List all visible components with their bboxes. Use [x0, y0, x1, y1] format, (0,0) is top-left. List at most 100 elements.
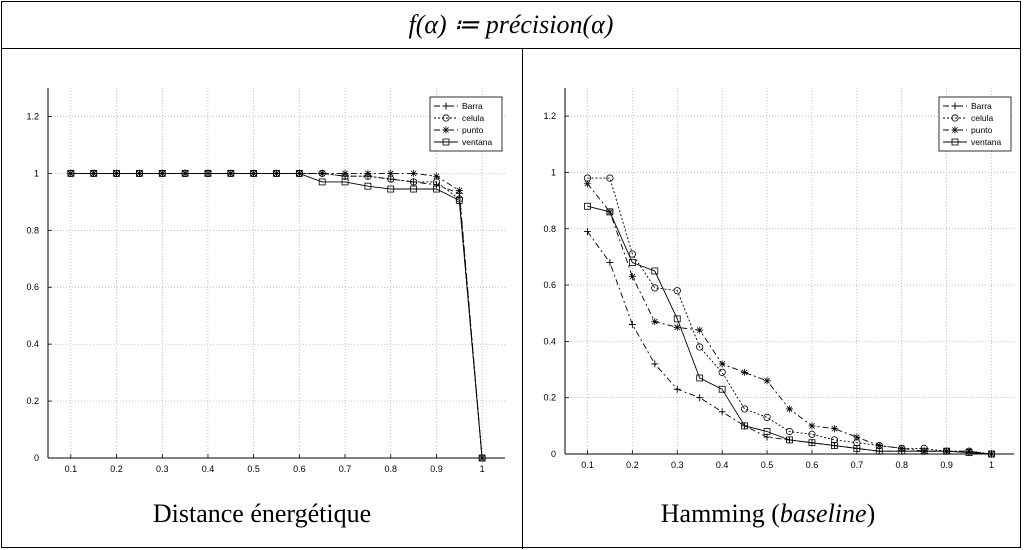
y-tick-label: 0	[34, 453, 39, 463]
y-tick-label: 1	[34, 168, 39, 178]
legend-label-celula: celula	[971, 113, 993, 123]
data-point-punto	[875, 442, 883, 450]
data-point-punto	[830, 425, 838, 433]
series-line-barra	[70, 172, 483, 459]
data-point-ventana	[341, 178, 349, 186]
data-point-ventana	[433, 185, 440, 193]
data-point-punto	[455, 186, 463, 194]
data-point-punto	[763, 377, 771, 385]
legend-marker-punto	[442, 126, 450, 134]
caption-left-text: Distance énergétique	[152, 499, 372, 528]
x-tick-label: 1	[989, 460, 994, 470]
data-point-ventana	[181, 169, 189, 177]
data-point-barra	[696, 394, 704, 402]
data-point-ventana	[696, 374, 704, 382]
data-point-barra	[718, 408, 726, 416]
y-tick-label: 1.2	[543, 111, 556, 121]
data-point-ventana	[651, 267, 659, 275]
data-point-ventana	[318, 178, 326, 186]
data-point-ventana	[584, 202, 591, 210]
data-point-punto	[628, 273, 636, 281]
x-tick-label: 0.5	[247, 464, 260, 474]
y-tick-label: 1.2	[26, 111, 39, 121]
x-tick-label: 0.4	[716, 460, 729, 470]
series-line-ventana	[70, 172, 483, 459]
data-point-punto	[786, 405, 793, 413]
data-point-ventana	[606, 208, 614, 216]
x-tick-label: 0.7	[851, 460, 864, 470]
x-tick-label: 0.8	[384, 464, 397, 474]
formula-text: f(α) ≔ précision(α)	[408, 10, 614, 39]
legend-marker-celula	[951, 114, 959, 122]
data-point-ventana	[158, 169, 166, 177]
data-point-celula	[740, 405, 749, 413]
y-tick-label: 0.4	[26, 339, 39, 349]
series-line-celula	[587, 177, 992, 455]
data-point-ventana	[295, 169, 303, 177]
data-point-celula	[785, 427, 794, 436]
x-tick-label: 0.4	[202, 464, 215, 474]
data-point-ventana	[410, 185, 418, 193]
data-point-celula	[673, 287, 681, 295]
legend-marker-punto	[951, 126, 959, 134]
y-tick-label: 0.6	[543, 280, 556, 290]
data-point-celula	[830, 436, 839, 444]
x-tick-label: 0.9	[430, 464, 443, 474]
series-line-celula	[70, 172, 483, 459]
legend-marker-celula	[442, 114, 450, 122]
data-point-barra	[628, 320, 636, 328]
x-tick-label: 0.2	[626, 460, 639, 470]
x-tick-label: 0.9	[940, 460, 953, 470]
data-point-ventana	[898, 447, 906, 455]
series-line-punto	[70, 172, 483, 459]
y-tick-label: 0.2	[543, 393, 556, 403]
x-tick-label: 0.3	[156, 464, 169, 474]
legend-label-punto: punto	[462, 125, 484, 135]
data-point-ventana	[875, 447, 883, 455]
y-tick-label: 0.8	[26, 225, 39, 235]
data-point-celula	[606, 174, 614, 182]
y-tick-label: 0.6	[26, 282, 39, 292]
data-point-ventana	[478, 454, 486, 462]
x-tick-label: 0.7	[339, 464, 352, 474]
x-tick-label: 0.8	[895, 460, 908, 470]
data-point-barra	[673, 385, 681, 393]
data-point-punto	[318, 169, 326, 177]
data-point-celula	[409, 178, 418, 186]
x-tick-label: 0.5	[761, 460, 774, 470]
data-point-celula	[808, 430, 816, 438]
data-point-ventana	[113, 169, 120, 177]
data-point-barra	[583, 228, 591, 236]
data-point-ventana	[920, 447, 928, 455]
data-point-ventana	[204, 169, 212, 177]
y-tick-label: 0	[551, 449, 556, 459]
data-point-punto	[410, 169, 418, 177]
data-point-ventana	[250, 169, 258, 177]
x-tick-label: 0.3	[671, 460, 684, 470]
legend-label-celula: celula	[462, 113, 484, 123]
data-point-punto	[988, 450, 996, 458]
data-point-ventana	[808, 439, 816, 447]
formula-header: f(α) ≔ précision(α)	[2, 2, 1020, 49]
data-point-punto	[965, 447, 973, 455]
series-line-ventana	[587, 205, 992, 455]
data-point-punto	[387, 169, 395, 177]
data-point-ventana	[67, 169, 75, 177]
data-point-ventana	[853, 444, 861, 452]
data-point-ventana	[387, 185, 395, 193]
data-point-punto	[651, 318, 659, 326]
data-point-punto	[673, 323, 681, 331]
data-point-punto	[478, 454, 486, 462]
x-tick-label: 0.1	[65, 464, 78, 474]
y-tick-label: 0.4	[543, 336, 556, 346]
x-tick-label: 0.2	[110, 464, 123, 474]
legend-label-punto: punto	[971, 125, 993, 135]
data-point-punto	[341, 169, 349, 177]
data-point-punto	[696, 326, 704, 334]
data-point-celula	[718, 368, 726, 376]
data-point-punto	[364, 169, 372, 177]
legend-label-ventana: ventana	[462, 137, 493, 147]
data-point-barra	[606, 259, 614, 267]
